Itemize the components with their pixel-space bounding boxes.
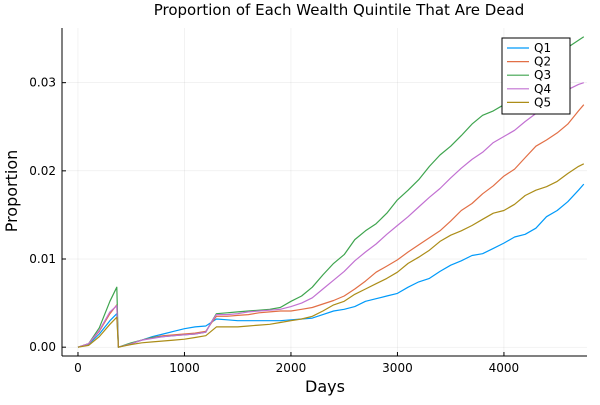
legend-label-q1: Q1	[534, 41, 551, 55]
y-tick-label: 0.00	[29, 340, 56, 354]
legend-box	[501, 37, 571, 115]
legend-label-q5: Q5	[534, 95, 551, 109]
legend-label-q4: Q4	[534, 82, 551, 96]
x-tick-label: 4000	[489, 361, 520, 375]
x-tick-label: 0	[74, 361, 82, 375]
series-line-q5	[77, 163, 585, 348]
x-tick-label: 1000	[169, 361, 200, 375]
y-tick-label: 0.03	[29, 76, 56, 90]
x-axis-title: Days	[305, 377, 345, 396]
y-tick-label: 0.02	[29, 164, 56, 178]
series-line-q1	[77, 183, 585, 348]
x-tick-label: 3000	[382, 361, 413, 375]
y-tick-label: 0.01	[29, 252, 56, 266]
y-axis-title: Proportion	[2, 150, 21, 233]
series-line-q4	[77, 82, 584, 348]
legend-label-q2: Q2	[534, 55, 551, 69]
chart-title: Proportion of Each Wealth Quintile That …	[154, 1, 525, 19]
series-line-q2	[77, 104, 585, 348]
legend-label-q3: Q3	[534, 68, 551, 82]
x-tick-label: 2000	[276, 361, 307, 375]
